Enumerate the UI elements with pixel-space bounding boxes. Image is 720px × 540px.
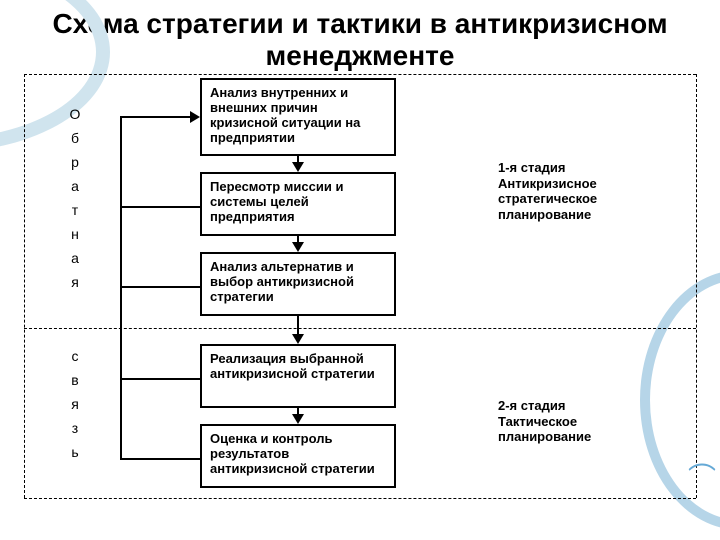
vertical-letter: ь: [68, 444, 82, 460]
box-evaluate-results: Оценка и контроль результатов антикризис…: [200, 424, 396, 488]
feedback-line: [120, 206, 200, 208]
stage-1-label: 1-я стадия Антикризисное стратегическое …: [498, 160, 597, 222]
arrow-left-icon: [190, 111, 200, 123]
feedback-bus: [120, 116, 122, 460]
vertical-letter: а: [68, 178, 82, 194]
box-revise-mission: Пересмотр миссии и системы целей предпри…: [200, 172, 396, 236]
arrow-down-icon: [292, 414, 304, 424]
vertical-letter: О: [68, 106, 82, 122]
decorative-brace-icon: ⌒: [688, 456, 716, 496]
vertical-letter: в: [68, 372, 82, 388]
vertical-letter: н: [68, 226, 82, 242]
vertical-letter: р: [68, 154, 82, 170]
arrow-down-icon: [292, 334, 304, 344]
box-implement-strategy: Реализация выбранной антикризисной страт…: [200, 344, 396, 408]
vertical-letter: а: [68, 250, 82, 266]
vertical-letter: т: [68, 202, 82, 218]
dashed-frame-right: [696, 74, 697, 498]
diagram-canvas: Схема стратегии и тактики в антикризисно…: [0, 0, 720, 76]
vertical-letter: я: [68, 274, 82, 290]
vertical-letter: б: [68, 130, 82, 146]
dashed-divider: [24, 328, 696, 329]
vertical-letter: с: [68, 348, 82, 364]
feedback-line: [120, 378, 200, 380]
arrow-down-icon: [292, 242, 304, 252]
vertical-letter: я: [68, 396, 82, 412]
bg-curve-top-left: [0, 0, 110, 152]
stage-1-line: планирование: [498, 207, 597, 223]
stage-2-line: 2-я стадия: [498, 398, 591, 414]
stage-1-line: стратегическое: [498, 191, 597, 207]
stage-1-line: Антикризисное: [498, 176, 597, 192]
dashed-frame-bottom: [24, 498, 696, 499]
box-analysis-causes: Анализ внутренних и внешних причин кризи…: [200, 78, 396, 156]
dashed-frame-top: [24, 74, 696, 75]
arrow-down-icon: [292, 162, 304, 172]
stage-2-line: планирование: [498, 429, 591, 445]
box-select-strategy: Анализ альтернатив и выбор антикризисной…: [200, 252, 396, 316]
feedback-line: [120, 116, 192, 118]
dashed-frame-left: [24, 74, 25, 498]
stage-2-line: Тактическое: [498, 414, 591, 430]
feedback-line: [120, 458, 200, 460]
feedback-line: [120, 286, 200, 288]
vertical-letter: з: [68, 420, 82, 436]
stage-1-line: 1-я стадия: [498, 160, 597, 176]
stage-2-label: 2-я стадия Тактическое планирование: [498, 398, 591, 445]
